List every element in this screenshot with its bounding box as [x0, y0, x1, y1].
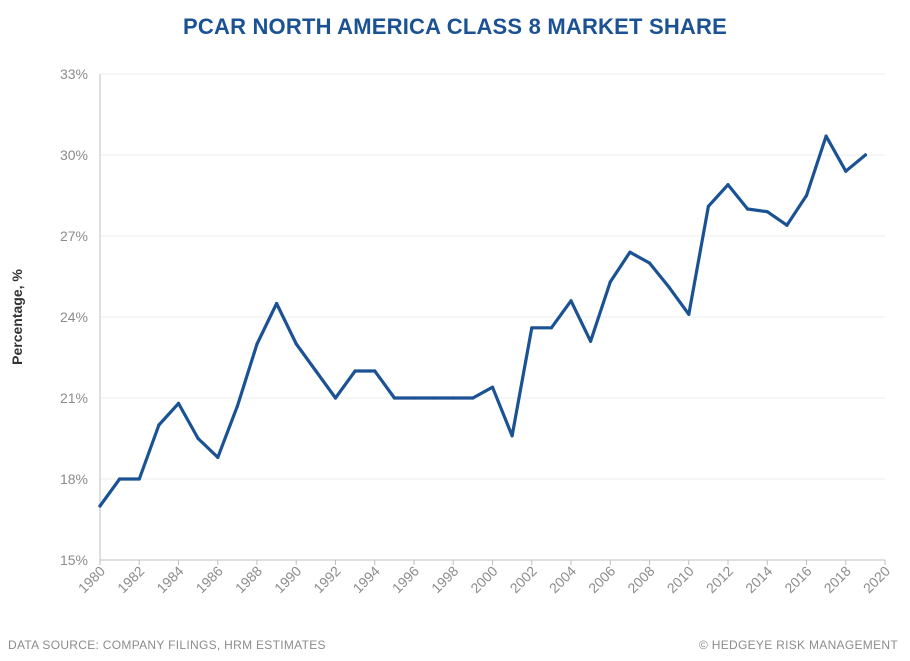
data-point: [530, 326, 534, 330]
data-point: [373, 369, 377, 373]
y-tick-label: 30%: [60, 147, 88, 163]
data-point: [118, 477, 122, 481]
x-tick-label: 1994: [350, 563, 383, 596]
series-layer: [98, 134, 868, 508]
y-tick-label: 18%: [60, 471, 88, 487]
series-line: [98, 134, 868, 508]
x-axis-ticks: 1980 1982 1984 1986 1988 1990 1992 1994 1996 1998…: [75, 560, 893, 596]
gridlines: [100, 73, 885, 480]
data-point: [549, 326, 554, 330]
data-point: [687, 312, 691, 316]
data-point: [863, 153, 868, 157]
data-point: [471, 396, 475, 400]
y-axis-label: Percentage, %: [9, 269, 25, 365]
y-axis-ticks: 15% 18% 21% 24% 27% 30% 33%: [60, 66, 88, 568]
data-point: [804, 193, 809, 198]
data-point: [569, 299, 573, 303]
data-point: [353, 369, 357, 373]
y-tick-label: 21%: [60, 390, 88, 406]
x-tick-label: 1988: [232, 563, 265, 596]
data-point: [608, 280, 612, 284]
data-point: [137, 477, 141, 481]
data-point: [824, 134, 828, 138]
x-tick-label: 2000: [467, 563, 500, 596]
data-point: [196, 436, 200, 441]
x-tick-label: 2018: [821, 563, 854, 596]
data-point: [157, 423, 161, 427]
x-tick-label: 1982: [114, 563, 147, 596]
x-tick-label: 2004: [546, 563, 579, 596]
x-tick-label: 1984: [153, 563, 186, 596]
x-tick-label: 2006: [585, 563, 618, 596]
x-tick-label: 1990: [271, 563, 304, 596]
data-point: [255, 342, 259, 346]
x-tick-label: 1992: [310, 563, 343, 596]
data-point: [314, 369, 318, 373]
x-tick-label: 2008: [624, 563, 657, 596]
data-point: [235, 404, 239, 408]
data-point: [490, 385, 495, 389]
x-tick-label: 2020: [860, 563, 893, 596]
data-point: [333, 396, 338, 400]
data-point: [667, 285, 671, 289]
data-point: [726, 183, 730, 187]
data-point: [589, 339, 593, 343]
data-point: [432, 396, 436, 400]
x-tick-label: 1998: [428, 563, 461, 596]
data-point: [706, 204, 711, 208]
data-point: [765, 210, 769, 214]
x-tick-label: 1996: [389, 563, 422, 596]
data-point: [98, 504, 102, 508]
x-tick-label: 1986: [193, 563, 226, 596]
data-point: [176, 401, 181, 405]
y-tick-label: 15%: [60, 552, 88, 568]
data-point: [746, 207, 750, 211]
data-point: [647, 261, 652, 265]
x-tick-label: 2012: [703, 563, 736, 596]
data-point: [451, 396, 455, 400]
copyright-note: © HEDGEYE RISK MANAGEMENT: [698, 638, 898, 652]
y-tick-label: 24%: [60, 309, 88, 325]
x-tick-label: 2002: [507, 563, 540, 596]
data-point: [844, 169, 848, 173]
x-tick-label: 2010: [664, 563, 697, 596]
data-point: [392, 396, 396, 400]
data-point: [510, 434, 514, 438]
data-point: [216, 455, 220, 459]
data-point: [294, 342, 298, 346]
y-tick-label: 33%: [60, 66, 88, 82]
data-point: [785, 223, 789, 227]
data-point: [275, 301, 279, 306]
x-tick-label: 2016: [781, 563, 814, 596]
data-source-note: DATA SOURCE: COMPANY FILINGS, HRM ESTIMA…: [8, 638, 326, 652]
data-point: [628, 250, 632, 254]
y-tick-label: 27%: [60, 228, 88, 244]
chart-title: PCAR NORTH AMERICA CLASS 8 MARKET SHARE: [183, 14, 727, 39]
x-tick-label: 2014: [742, 563, 775, 596]
data-point: [412, 396, 416, 400]
